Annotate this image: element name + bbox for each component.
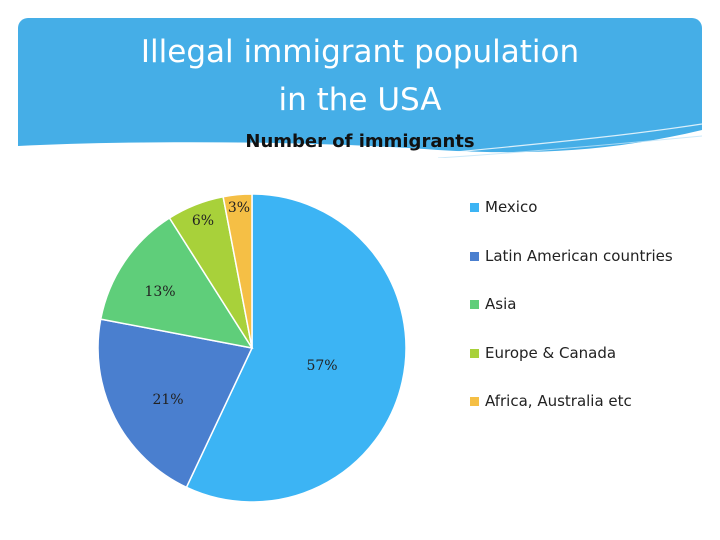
slide-title-line2: in the USA (278, 82, 442, 118)
legend-item-4: Europe & Canada (470, 342, 673, 391)
data-label-2: 21% (152, 392, 183, 408)
legend-swatch (470, 348, 479, 358)
legend-swatch (470, 251, 479, 261)
legend-item-3: Asia (470, 293, 673, 342)
chart-legend: Mexico Latin American countries Asia Europe… (470, 196, 673, 439)
data-label-5: 3% (228, 200, 250, 216)
pie-slice-1 (185, 193, 407, 503)
legend-swatch (470, 203, 479, 212)
data-label-4: 6% (192, 213, 214, 229)
legend-item-1: Mexico (470, 196, 673, 245)
legend-item-2: Latin American countries (470, 245, 673, 294)
pie-slice-2 (97, 318, 254, 489)
pie-slice-5 (222, 193, 253, 349)
slide-header (18, 18, 702, 158)
legend-label: Latin American countries (485, 246, 673, 265)
legend-label: Africa, Australia etc (485, 392, 632, 410)
data-label-3: 13% (144, 284, 175, 300)
data-label-1: 57% (306, 358, 337, 374)
slide-title-line1: Illegal immigrant population (140, 34, 580, 70)
legend-swatch (470, 397, 479, 406)
slide-title: Illegal immigrant population in the USA (18, 28, 702, 124)
legend-label: Asia (485, 295, 517, 313)
legend-item-5: Africa, Australia etc (470, 390, 673, 439)
legend-label: Mexico (485, 198, 538, 216)
legend-label: Europe & Canada (485, 343, 617, 362)
header-wave-decoration (18, 123, 702, 158)
chart-title: Number of immigrants (245, 131, 475, 152)
pie-slice-3 (99, 216, 254, 350)
legend-swatch (470, 300, 479, 309)
